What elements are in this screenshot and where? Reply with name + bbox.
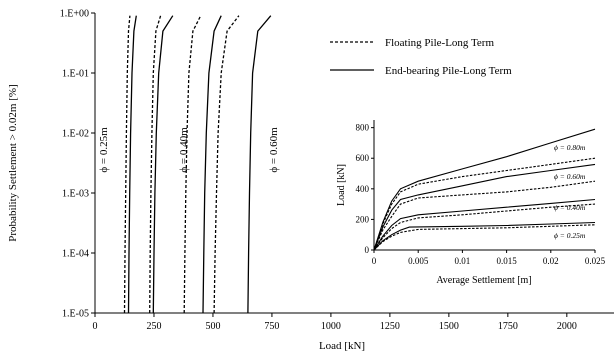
inset-x-tick-label: 0.025: [585, 256, 606, 266]
curve-label: ϕ = 0.25m: [98, 127, 110, 173]
x-tick-label: 250: [146, 321, 161, 332]
inset-curve-label: ϕ = 0.25m: [554, 231, 586, 240]
inset-y-tick-label: 600: [356, 153, 370, 163]
legend-label-end-bearing: End-bearing Pile-Long Term: [385, 65, 512, 77]
inset-x-tick-label: 0.005: [408, 256, 429, 266]
inset-x-tick-label: 0.01: [455, 256, 471, 266]
inset-floating-curve: [373, 224, 596, 251]
inset-y-tick-label: 200: [356, 214, 370, 224]
inset-curve-label: ϕ = 0.80m: [554, 143, 586, 152]
legend-label-floating: Floating Pile-Long Term: [385, 37, 494, 49]
floating-pile-curve: [213, 15, 240, 314]
y-tick-label: 1.E-01: [62, 69, 89, 80]
end-bearing-pile-curve: [152, 15, 174, 314]
inset-floating-curve: [373, 180, 596, 251]
floating-pile-curve: [123, 15, 131, 314]
inset-y-tick-label: 0: [365, 245, 370, 255]
x-tick-label: 1000: [321, 321, 341, 332]
inset-curve-label: ϕ = 0.40m: [554, 203, 586, 212]
x-tick-label: 2000: [557, 321, 577, 332]
end-bearing-pile-curve: [202, 15, 222, 314]
y-axis-title: Probability Settlement > 0.02m [%]: [7, 84, 19, 241]
end-bearing-pile-curve: [247, 15, 272, 314]
inset-end-bearing-curve: [373, 128, 596, 251]
x-tick-label: 500: [205, 321, 220, 332]
y-tick-label: 1.E+00: [60, 9, 89, 20]
inset-y-tick-label: 800: [356, 123, 370, 133]
inset-chart: 0 0.005 0.01 0.015 0.02 0.025 0 200 400 600 800 Ave…: [326, 102, 612, 300]
inset-x-tick-label: 0: [372, 256, 377, 266]
inset-end-bearing-curve: [373, 163, 596, 251]
floating-pile-curve: [149, 15, 162, 314]
inset-end-bearing-curve: [373, 221, 596, 251]
floating-pile-curve: [183, 15, 202, 314]
y-tick-label: 1.E-05: [62, 309, 89, 320]
inset-y-axis-title: Load [kN]: [336, 164, 347, 206]
x-tick-label: 1500: [439, 321, 459, 332]
x-axis-title: Load [kN]: [319, 340, 365, 352]
inset-end-bearing-curve: [373, 198, 596, 251]
curve-label: ϕ = 0.60m: [268, 127, 280, 173]
inset-x-tick-label: 0.015: [496, 256, 517, 266]
inset-x-axis-title: Average Settlement [m]: [436, 275, 531, 286]
x-tick-label: 1750: [498, 321, 518, 332]
legend: Floating Pile-Long Term End-bearing Pile-…: [330, 37, 512, 77]
end-bearing-pile-curve: [127, 15, 137, 314]
y-tick-label: 1.E-02: [62, 129, 89, 140]
inset-x-tick-label: 0.02: [543, 256, 559, 266]
x-tick-label: 750: [264, 321, 279, 332]
x-tick-label: 0: [93, 321, 98, 332]
inset-y-tick-label: 400: [356, 184, 370, 194]
y-tick-label: 1.E-04: [62, 249, 89, 260]
y-tick-label: 1.E-03: [62, 189, 89, 200]
curve-label: ϕ = 0.40m: [178, 127, 190, 173]
x-tick-label: 1250: [380, 321, 400, 332]
inset-floating-curve: [373, 203, 596, 251]
inset-curve-label: ϕ = 0.60m: [554, 172, 586, 181]
